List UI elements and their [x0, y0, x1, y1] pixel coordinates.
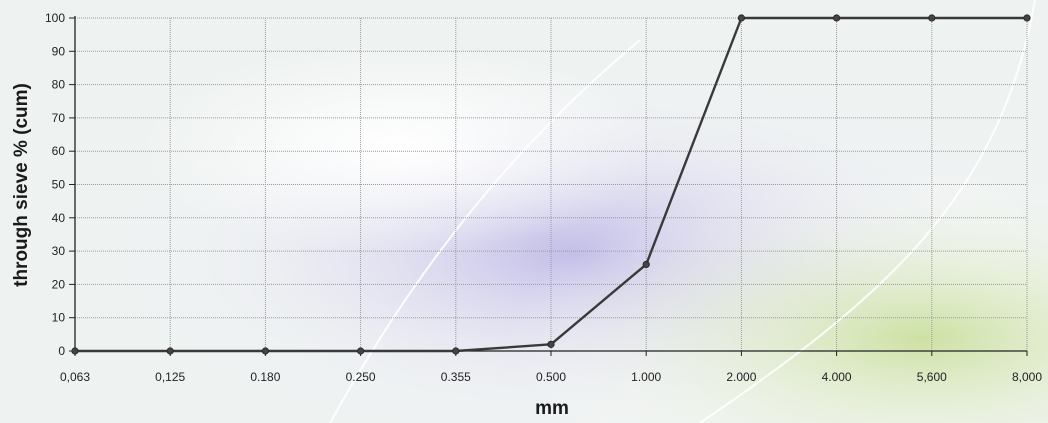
data-point [642, 260, 650, 269]
x-tick-label: 0.250 [346, 370, 376, 384]
y-tick-label: 90 [52, 44, 66, 58]
x-tick-label: 5,600 [917, 370, 947, 384]
y-tick-label: 60 [52, 144, 66, 158]
x-tick-label: 0.180 [250, 370, 280, 384]
x-tick-label: 2.000 [726, 370, 756, 384]
data-point [166, 347, 174, 355]
x-tick-label: 0.355 [441, 370, 471, 384]
data-point [1023, 14, 1031, 22]
series-markers [71, 14, 1031, 355]
x-tick-label: 8,000 [1012, 370, 1042, 384]
y-axis-title: through sieve % (cum) [11, 83, 32, 287]
data-point [261, 347, 269, 355]
y-tick-label: 80 [52, 78, 66, 92]
x-tick-label: 1.000 [631, 370, 661, 384]
data-point [547, 340, 555, 348]
x-tick-labels: 0,063 0,125 0.180 0.250 0.355 0.500 1.000 2.000… [60, 370, 1042, 384]
y-tick-labels: 0 10 20 30 40 50 60 70 80 90 100 [45, 11, 65, 358]
data-point [356, 347, 365, 355]
gridlines [75, 17, 1028, 351]
data-point [928, 14, 936, 22]
y-tick-label: 0 [58, 344, 65, 358]
x-tick-label: 0.500 [536, 370, 566, 384]
y-tick-label: 10 [52, 311, 66, 325]
y-tick-label: 70 [52, 111, 66, 125]
data-point [832, 14, 841, 22]
y-tick-label: 50 [52, 178, 66, 192]
x-axis-title: mm [535, 398, 569, 419]
x-tick-label: 0,125 [155, 370, 185, 384]
x-tick-label: 4.000 [822, 370, 852, 384]
y-tick-label: 20 [52, 277, 66, 291]
y-tick-label: 100 [45, 11, 65, 25]
data-point [71, 347, 79, 355]
data-point [737, 14, 746, 22]
x-tick-label: 0,063 [60, 370, 90, 384]
data-point [452, 347, 460, 355]
y-tick-label: 30 [52, 244, 66, 258]
y-tick-label: 40 [52, 211, 66, 225]
